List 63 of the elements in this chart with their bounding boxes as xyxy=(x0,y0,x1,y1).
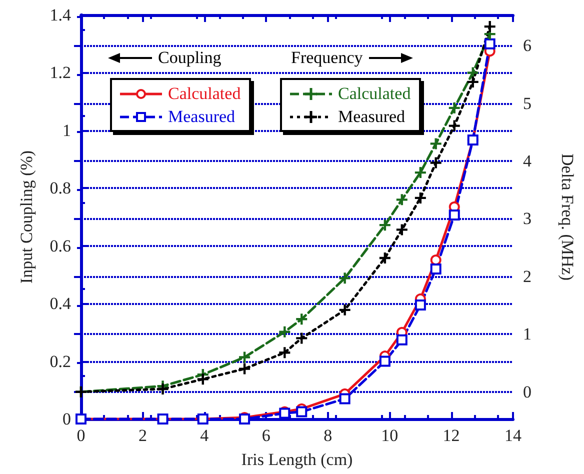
point xyxy=(296,332,308,344)
legend-label: Measured xyxy=(338,106,406,128)
point xyxy=(484,38,496,50)
y2-tick-label: 0 xyxy=(523,382,532,402)
y2-tick-label: 2 xyxy=(523,266,532,286)
legend-label: Calculated xyxy=(338,83,411,105)
point xyxy=(296,406,308,418)
point xyxy=(379,356,390,367)
y2-tick-label: 3 xyxy=(523,209,532,228)
point xyxy=(448,102,460,114)
legend-label: Measured xyxy=(168,106,236,128)
y2-tick-label: 4 xyxy=(523,152,532,171)
y-tick-label: 1 xyxy=(62,120,71,140)
x-tick-label: 10 xyxy=(381,426,398,445)
point xyxy=(414,192,426,204)
x-tick-label: 14 xyxy=(504,426,522,445)
point xyxy=(339,272,350,284)
x-tick-label: 0 xyxy=(76,426,86,445)
x-tick-label: 2 xyxy=(138,426,147,445)
y-tick-label: 0 xyxy=(62,410,71,428)
y2-tick-label: 1 xyxy=(523,324,532,344)
y-tick-label: 0.2 xyxy=(50,352,71,371)
point xyxy=(279,347,290,358)
point xyxy=(197,374,208,385)
point xyxy=(414,300,426,311)
point xyxy=(414,167,426,178)
y-axis-title: Input Coupling (%) xyxy=(17,150,36,284)
point xyxy=(484,21,496,32)
y-tick-label: 0.6 xyxy=(50,236,71,256)
point xyxy=(396,224,408,236)
point xyxy=(339,393,350,404)
x-axis-title: Iris Length (cm) xyxy=(241,450,353,469)
point xyxy=(467,76,478,88)
y2-tick-label: 6 xyxy=(523,36,532,56)
point xyxy=(396,194,408,206)
x-tick-label: 6 xyxy=(262,426,270,445)
y-tick-label: 1.2 xyxy=(50,63,71,82)
y2-tick-label: 5 xyxy=(523,94,532,113)
point xyxy=(339,304,350,316)
point xyxy=(157,383,168,394)
point xyxy=(296,314,308,325)
point xyxy=(467,67,478,78)
point xyxy=(239,363,250,374)
legend-label: Calculated xyxy=(168,83,241,105)
point xyxy=(379,220,390,231)
y-tick-label: 0.4 xyxy=(50,294,72,314)
point xyxy=(430,157,442,168)
y2-axis-title: Delta Freq. (MHz) xyxy=(558,154,577,280)
y-tick-label: 1.4 xyxy=(50,6,72,24)
x-tick-label: 12 xyxy=(442,426,460,445)
annotation: Coupling xyxy=(158,48,222,68)
point xyxy=(396,334,408,346)
point xyxy=(430,138,442,150)
annotation: Frequency xyxy=(291,48,363,68)
x-tick-label: 4 xyxy=(200,426,210,445)
point xyxy=(379,252,390,264)
point xyxy=(448,120,460,132)
point xyxy=(239,352,250,363)
point xyxy=(430,263,442,274)
x-tick-label: 8 xyxy=(324,426,332,445)
point xyxy=(448,209,460,220)
y-tick-label: 0.8 xyxy=(50,178,71,198)
point xyxy=(279,326,290,338)
